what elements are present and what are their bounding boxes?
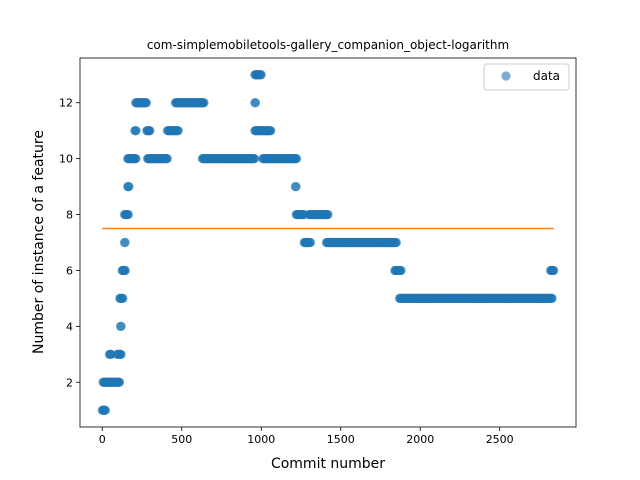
data-point <box>305 237 316 248</box>
data-point <box>145 126 155 136</box>
legend: data <box>483 63 570 91</box>
data-point <box>250 98 261 108</box>
data-point <box>114 377 125 387</box>
x-axis-label: Commit number <box>271 456 385 472</box>
data-point <box>162 154 172 164</box>
x-tick-label: 2000 <box>406 433 434 446</box>
data-point <box>291 181 301 192</box>
data-point <box>199 98 209 108</box>
y-tick-label: 10 <box>59 153 73 166</box>
data-point <box>391 237 401 248</box>
chart-title: com-simplemobiletools-gallery_companion_… <box>147 38 509 52</box>
y-tick-label: 6 <box>66 264 73 277</box>
data-point <box>396 265 406 276</box>
x-tick-label: 1500 <box>327 433 355 446</box>
y-tick-label: 12 <box>59 97 73 110</box>
data-point <box>118 293 128 304</box>
plot-frame <box>79 57 577 428</box>
x-tick-label: 0 <box>99 433 106 446</box>
y-axis-ticks: 2 4 6 8 10 12 <box>59 97 80 389</box>
y-tick-label: 4 <box>66 320 73 333</box>
data-points <box>97 70 559 415</box>
data-point <box>131 126 141 136</box>
data-point <box>547 293 557 304</box>
data-point <box>116 349 126 359</box>
data-point <box>249 154 260 164</box>
data-point <box>266 126 276 136</box>
x-tick-label: 500 <box>171 433 192 446</box>
data-point <box>141 98 152 108</box>
data-point <box>120 237 130 248</box>
legend-label-data: data <box>533 69 560 83</box>
data-point <box>323 209 333 220</box>
y-axis-label: Number of instance of a feature <box>31 130 47 354</box>
data-point <box>116 321 126 331</box>
data-point <box>256 70 266 80</box>
data-point <box>123 209 133 220</box>
x-axis-ticks: 0 500 1000 1500 2000 2500 <box>99 427 514 446</box>
data-point <box>100 405 111 415</box>
data-point <box>120 265 130 276</box>
data-point <box>124 181 134 192</box>
y-tick-label: 8 <box>66 209 73 222</box>
data-point <box>131 154 141 164</box>
y-tick-label: 2 <box>66 376 73 389</box>
data-point <box>173 126 183 136</box>
data-point <box>291 154 302 164</box>
data-point <box>549 265 559 276</box>
x-tick-label: 2500 <box>486 433 514 446</box>
legend-box <box>483 63 570 91</box>
x-tick-label: 1000 <box>247 433 275 446</box>
legend-marker <box>501 71 511 81</box>
